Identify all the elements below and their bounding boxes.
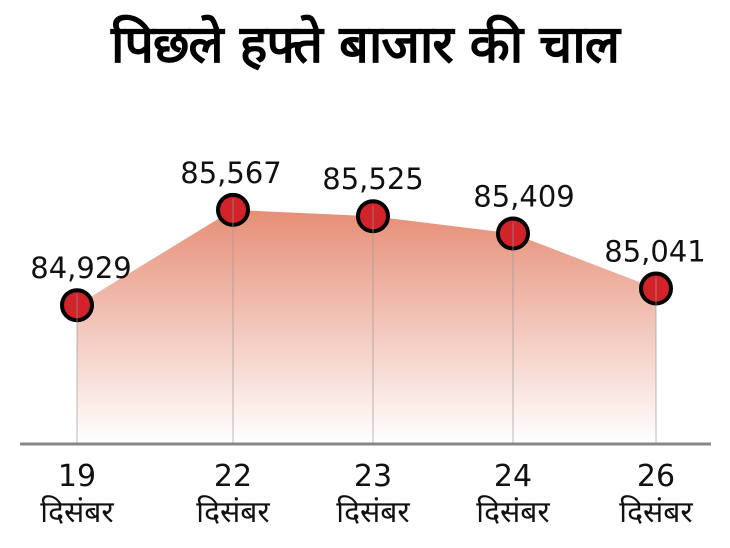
- data-point-dot: [639, 271, 673, 306]
- x-tick-day: 22: [214, 459, 252, 494]
- chart-title: पिछले हफ्ते बाजार की चाल: [110, 15, 620, 75]
- data-point-value-label: 84,929: [30, 251, 131, 285]
- data-point-dot: [356, 199, 390, 234]
- data-point-value-label: 85,041: [604, 235, 705, 269]
- data-point-value-label: 85,525: [322, 162, 423, 196]
- x-tick-month: दिसंबर: [476, 495, 550, 530]
- x-tick-month: दिसंबर: [336, 495, 410, 530]
- data-point-dot: [60, 288, 94, 323]
- x-tick-day: 24: [494, 459, 532, 494]
- x-tick-month: दिसंबर: [619, 495, 693, 530]
- data-point-value-label: 85,567: [180, 156, 281, 190]
- data-point-value-label: 85,409: [473, 180, 574, 214]
- data-point-dot: [216, 192, 250, 227]
- area-fill: [77, 209, 656, 443]
- x-tick-day: 19: [58, 459, 96, 494]
- x-tick-month: दिसंबर: [40, 495, 114, 530]
- x-tick-day: 26: [637, 459, 675, 494]
- x-tick-month: दिसंबर: [196, 495, 270, 530]
- data-point-dot: [496, 216, 530, 251]
- x-tick-day: 23: [354, 459, 392, 494]
